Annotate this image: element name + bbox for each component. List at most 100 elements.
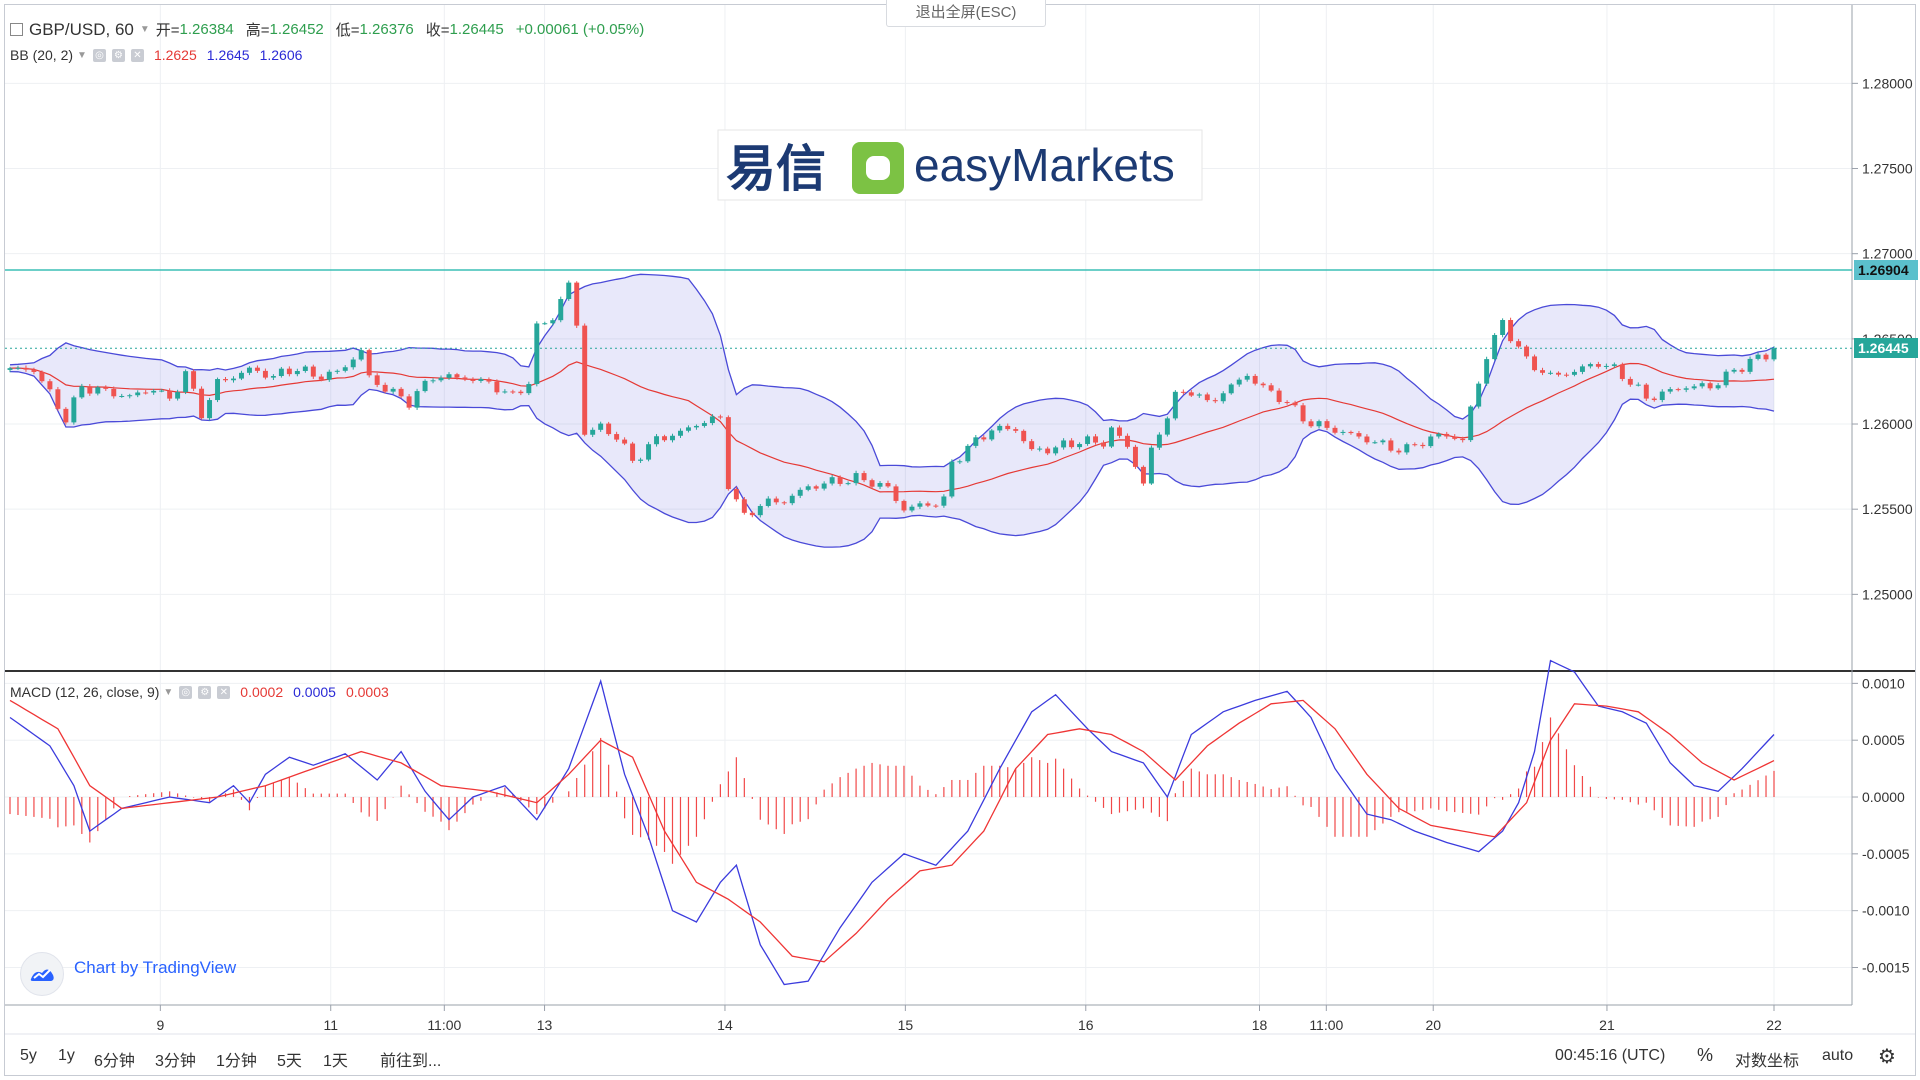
candle	[1683, 386, 1689, 393]
candle-body	[1667, 389, 1673, 392]
percent-scale-toggle[interactable]: %	[1697, 1045, 1714, 1065]
candlestick-series[interactable]	[7, 280, 1777, 518]
candle-body	[1548, 372, 1553, 374]
candle-body	[1061, 440, 1067, 448]
time-tick-label: 18	[1252, 1017, 1268, 1033]
tradingview-attribution-link[interactable]: Chart by TradingView	[74, 958, 237, 977]
exit-fullscreen-button[interactable]: 退出全屏(ESC)	[886, 0, 1046, 27]
range-6min[interactable]: 6分钟	[94, 1053, 135, 1070]
candle-body	[1468, 406, 1474, 441]
candle	[207, 397, 213, 421]
eye-icon[interactable]: ◎	[179, 685, 193, 699]
macd-indicator-name[interactable]: MACD (12, 26, close, 9)	[10, 684, 160, 700]
candle-body	[167, 390, 173, 399]
chevron-down-icon[interactable]: ▼	[77, 49, 87, 61]
candle-body	[853, 473, 859, 484]
candle	[1476, 381, 1482, 409]
candle-body	[1492, 334, 1498, 360]
candle-body	[1404, 444, 1410, 453]
candle	[406, 394, 412, 410]
time-axis-labels[interactable]: 9 11 11:00 13 14 15 16 18 11:00 20 21 22	[156, 1005, 1782, 1033]
price-tick-label: 1.27000	[1862, 246, 1913, 262]
candle-body	[1316, 421, 1322, 427]
chevron-down-icon[interactable]: ▼	[139, 24, 150, 35]
candle-body	[502, 391, 508, 393]
candle-body	[310, 366, 316, 377]
candle-body	[733, 489, 739, 500]
close-icon[interactable]: ✕	[130, 48, 144, 62]
candle	[917, 500, 923, 510]
price-axis-labels[interactable]: 1.280001.275001.270001.265001.260001.255…	[1852, 75, 1913, 602]
candle	[566, 280, 572, 301]
candle	[1140, 465, 1146, 486]
eye-icon[interactable]: ◎	[92, 48, 106, 62]
close-icon[interactable]: ✕	[217, 685, 231, 699]
candle-body	[246, 367, 252, 373]
tradingview-logo-icon[interactable]	[20, 952, 64, 996]
candle-body	[957, 461, 963, 463]
collapse-legend-icon[interactable]	[10, 23, 23, 36]
candle	[1005, 423, 1011, 431]
auto-scale-toggle[interactable]: auto	[1822, 1047, 1854, 1064]
candle	[87, 384, 93, 396]
range-1min[interactable]: 1分钟	[216, 1053, 257, 1070]
candle-body	[510, 391, 516, 393]
price-tick-label: 1.28000	[1862, 75, 1913, 91]
candle-body	[374, 375, 380, 385]
gear-icon[interactable]: ⚙	[111, 48, 125, 62]
candle	[1691, 383, 1697, 391]
macd-tick-label: 0.0000	[1862, 789, 1905, 805]
gear-icon[interactable]: ⚙	[1878, 1046, 1896, 1068]
bb-indicator-name[interactable]: BB (20, 2)	[10, 47, 74, 63]
candle-body	[1340, 431, 1346, 433]
candle-body	[1292, 402, 1298, 406]
easymarkets-watermark: 易信 easyMarkets	[717, 129, 1203, 201]
candle-body	[1196, 394, 1202, 396]
candle-body	[606, 423, 612, 435]
candle-body	[1428, 436, 1434, 447]
range-3min[interactable]: 3分钟	[155, 1053, 196, 1070]
macd-histogram	[9, 717, 1775, 864]
macd-axis-labels[interactable]: 0.0010 0.0005 0.0000 -0.0005 -0.0010 -0.0015	[1852, 675, 1910, 975]
candle-body	[87, 386, 93, 394]
candle	[1085, 434, 1091, 446]
range-5day[interactable]: 5天	[277, 1053, 302, 1070]
candle	[326, 369, 332, 382]
candle	[1236, 377, 1242, 387]
candle	[318, 374, 324, 382]
gear-icon[interactable]: ⚙	[198, 685, 212, 699]
candle-body	[989, 430, 995, 440]
candle-body	[1324, 421, 1330, 428]
candle	[262, 368, 268, 380]
candle-body	[622, 439, 628, 444]
low-value: 1.26376	[359, 21, 414, 38]
range-5y[interactable]: 5y	[20, 1047, 37, 1064]
candle	[757, 504, 763, 518]
candle	[654, 434, 660, 447]
candle	[558, 296, 564, 323]
candle	[358, 348, 364, 362]
range-1y[interactable]: 1y	[58, 1047, 75, 1064]
time-tick-label: 14	[717, 1017, 733, 1033]
log-scale-toggle[interactable]: 对数坐标	[1735, 1053, 1800, 1070]
candle-body	[111, 388, 117, 397]
candle-body	[358, 350, 364, 360]
bottom-toolbar: 5y 1y 6分钟 3分钟 1分钟 5天 1天 前往到... 00:45:16 …	[0, 1034, 1920, 1080]
candle	[1627, 376, 1633, 387]
candle	[526, 381, 532, 396]
candle-body	[414, 391, 420, 408]
candle-body	[1484, 359, 1490, 384]
candle-body	[662, 436, 667, 441]
candle-body	[1460, 438, 1466, 441]
candle-body	[15, 367, 21, 369]
goto-date-button[interactable]: 前往到...	[380, 1053, 442, 1070]
chevron-down-icon[interactable]: ▼	[163, 686, 174, 698]
range-1day[interactable]: 1天	[323, 1053, 348, 1070]
candle-body	[534, 323, 540, 385]
utc-clock[interactable]: 00:45:16 (UTC)	[1555, 1047, 1666, 1064]
candle-body	[901, 500, 907, 511]
candle	[590, 427, 596, 438]
symbol-name[interactable]: GBP/USD, 60	[29, 19, 134, 39]
macd-value-3: 0.0003	[345, 684, 389, 700]
